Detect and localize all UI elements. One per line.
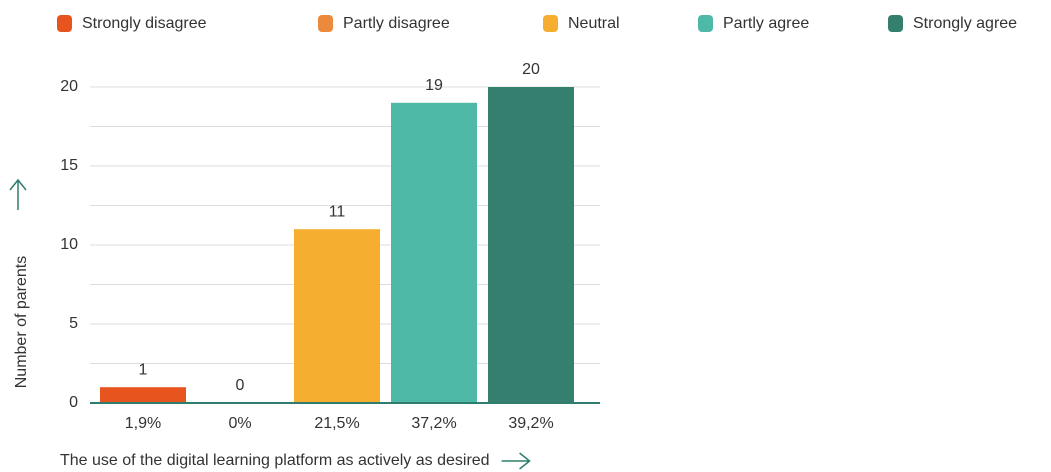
x-tick-label: 0% (228, 415, 251, 432)
data-label: 11 (329, 203, 346, 220)
data-label: 1 (139, 361, 148, 378)
x-axis-label: The use of the digital learning platform… (60, 452, 490, 469)
bar (488, 87, 574, 403)
legend-marker (57, 15, 72, 32)
x-tick-label: 39,2% (508, 415, 553, 432)
legend-label: Neutral (568, 15, 620, 32)
legend-marker (318, 15, 333, 32)
legend-label: Partly disagree (343, 15, 450, 32)
x-tick-label: 21,5% (314, 415, 359, 432)
y-axis-arrow (9, 178, 27, 210)
legend-marker (888, 15, 903, 32)
data-label: 0 (236, 377, 245, 394)
bar (100, 387, 186, 403)
y-tick-label: 20 (60, 78, 78, 95)
legend-label: Strongly agree (913, 15, 1017, 32)
y-tick-label: 0 (69, 394, 78, 411)
legend-label: Strongly disagree (82, 15, 207, 32)
x-axis-arrow (501, 452, 531, 470)
x-tick-label: 37,2% (411, 415, 456, 432)
data-label: 19 (425, 77, 443, 94)
y-tick-label: 15 (60, 157, 78, 174)
legend-marker (543, 15, 558, 32)
bar (391, 102, 477, 404)
y-tick-label: 5 (69, 315, 78, 332)
bar (294, 229, 380, 403)
legend-marker (698, 15, 713, 32)
y-tick-label: 10 (60, 236, 78, 253)
legend-label: Partly agree (723, 15, 809, 32)
x-tick-label: 1,9% (125, 415, 161, 432)
y-axis-label: Number of parents (13, 256, 30, 389)
data-label: 20 (522, 61, 540, 78)
